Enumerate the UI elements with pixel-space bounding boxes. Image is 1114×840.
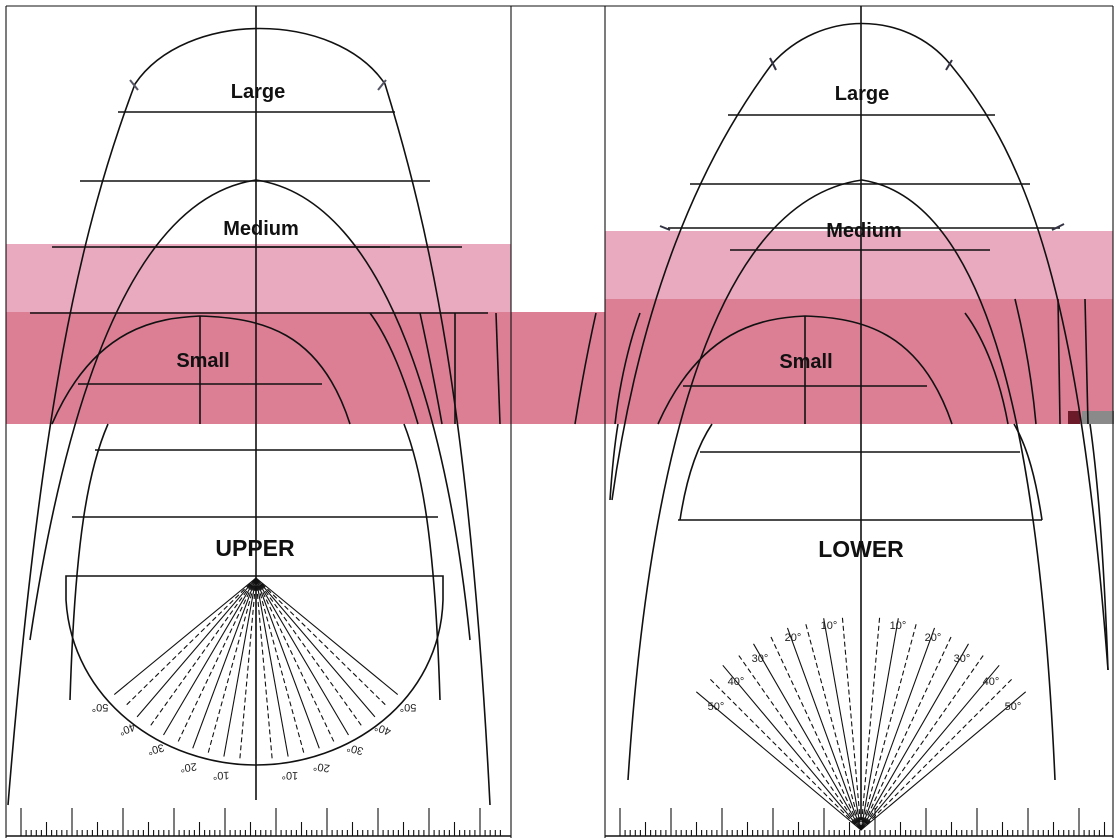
- lower-fan-ray: [860, 627, 936, 831]
- lower-fan-ray: [860, 634, 953, 831]
- lower-fan-ray: [860, 677, 1014, 831]
- highlight-band-dark-lower: [605, 299, 1113, 424]
- upper-deg-30-left: 30°: [146, 741, 165, 757]
- lower-deg-50-left: 50°: [708, 701, 725, 713]
- lower-label-small: Small: [779, 351, 832, 373]
- lower-fan-ray: [841, 615, 862, 831]
- lower-deg-30-right: 30°: [954, 653, 971, 665]
- upper-fan-ray: [255, 577, 349, 736]
- upper-fan-ray: [255, 577, 320, 749]
- lower-fan-ray: [722, 664, 862, 831]
- lower-fan-ray: [695, 691, 862, 831]
- lower-deg-10-right: 10°: [890, 620, 907, 632]
- upper-deg-50-right: 50°: [400, 701, 417, 713]
- highlight-bands: [6, 231, 1114, 424]
- lower-angle-fan: [695, 615, 1027, 831]
- upper-deg-40-right: 40°: [373, 720, 393, 737]
- upper-fan-ray: [255, 577, 376, 718]
- upper-label-small: Small: [176, 350, 229, 372]
- upper-protractor-outline: [65, 575, 444, 766]
- upper-fan-ray: [124, 577, 257, 707]
- lower-fan-ray: [860, 664, 1000, 831]
- lower-deg-10-left: 10°: [821, 620, 838, 632]
- lower-fan-ray: [737, 653, 862, 831]
- upper-title: UPPER: [215, 535, 295, 561]
- lower-fan-ray: [804, 622, 862, 831]
- upper-fan-ray: [223, 577, 257, 757]
- upper-fan-ray: [255, 577, 289, 757]
- upper-fan-ray: [255, 577, 363, 727]
- upper-deg-20-left: 20°: [179, 760, 197, 774]
- lower-medium-arch: [627, 179, 1056, 781]
- upper-fan-ray: [255, 577, 335, 743]
- lower-label-medium: Medium: [826, 220, 902, 242]
- upper-fan-ray: [207, 577, 257, 754]
- highlight-band-upper-light: [6, 244, 511, 314]
- upper-fan-ray: [255, 577, 388, 707]
- highlight-band-lower-light: [605, 231, 1113, 301]
- lower-fan-ray: [860, 643, 969, 831]
- upper-fan-ray: [136, 577, 257, 718]
- lower-fan-ray: [860, 622, 918, 831]
- lower-deg-50-right: 50°: [1005, 701, 1022, 713]
- upper-fan-ray: [239, 577, 257, 759]
- upper-fan-ray: [255, 577, 273, 759]
- upper-deg-40-left: 40°: [117, 720, 137, 737]
- lower-deg-20-right: 20°: [925, 632, 942, 644]
- scan-artifact-gray: [1082, 411, 1114, 424]
- lower-panel: Large Medium Small LOWER 50° 40° 30° 20°…: [574, 6, 1113, 837]
- upper-deg-30-right: 30°: [346, 741, 365, 757]
- lower-degree-labels: 50° 40° 30° 20° 10° 10° 20° 30° 40° 50°: [708, 620, 1022, 713]
- upper-fan-ray: [255, 577, 305, 754]
- upper-fan-ray: [163, 577, 257, 736]
- lower-deg-30-left: 30°: [752, 653, 769, 665]
- lower-fan-ray: [786, 627, 862, 831]
- lower-deg-40-left: 40°: [728, 676, 745, 688]
- panel-borders: [5, 5, 1114, 838]
- upper-angle-fan: [113, 577, 399, 760]
- lower-fan-ray: [753, 643, 862, 831]
- lower-fan-ray: [860, 615, 881, 831]
- upper-deg-10-right: 10°: [281, 769, 298, 782]
- lower-large-arch: [611, 22, 1109, 671]
- upper-degree-labels: 50° 40° 30° 20° 10° 10° 20° 30° 40° 50°: [92, 701, 417, 781]
- scan-artifact-dark: [1068, 411, 1080, 424]
- upper-fan-ray: [255, 577, 399, 695]
- lower-fan-ray: [823, 618, 862, 831]
- upper-deg-10-left: 10°: [213, 769, 230, 782]
- upper-label-large: Large: [231, 81, 285, 103]
- lower-ruler: [619, 808, 1106, 836]
- lower-fan-ray: [860, 653, 985, 831]
- upper-fan-ray: [149, 577, 257, 727]
- upper-ruler: [20, 808, 501, 836]
- upper-large-arch: [7, 27, 491, 806]
- lower-label-large: Large: [835, 83, 889, 105]
- upper-fan-ray: [192, 577, 257, 749]
- upper-medium-arch: [29, 179, 471, 641]
- arch-tick-marks: [129, 57, 1065, 231]
- upper-deg-20-right: 20°: [313, 760, 331, 774]
- lower-deg-40-right: 40°: [983, 676, 1000, 688]
- upper-deg-50-left: 50°: [92, 701, 109, 713]
- upper-fan-ray: [113, 577, 257, 695]
- lower-title: LOWER: [818, 536, 904, 562]
- lower-deg-20-left: 20°: [785, 632, 802, 644]
- upper-fan-ray: [177, 577, 257, 743]
- lower-fan-ray: [860, 618, 899, 831]
- lower-fan-ray: [708, 677, 862, 831]
- upper-label-medium: Medium: [223, 218, 299, 240]
- lower-fan-ray: [860, 691, 1027, 831]
- lower-fan-ray: [769, 634, 862, 831]
- upper-panel: Large Medium Small UPPER 50° 40° 30° 20°…: [6, 6, 511, 837]
